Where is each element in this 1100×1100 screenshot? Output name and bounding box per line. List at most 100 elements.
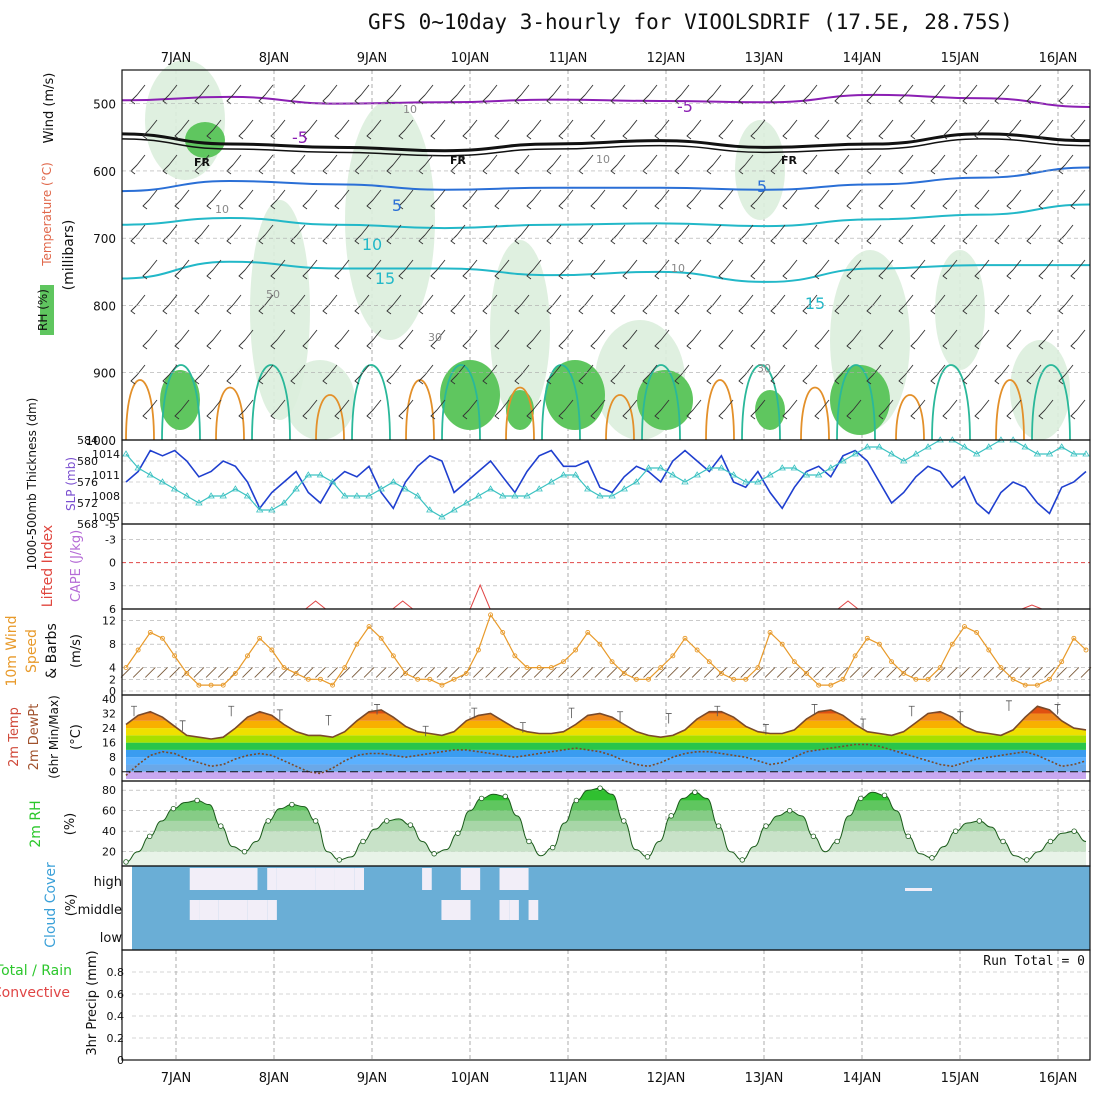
wind-barb (144, 667, 156, 678)
x-date-label-bottom: 16JAN (1039, 1071, 1078, 1086)
slp-marker (158, 478, 167, 485)
slp-marker (353, 492, 361, 499)
wind-barb (205, 667, 217, 678)
wind-barb (238, 399, 254, 420)
ylabel-millibars: (millibars) (61, 220, 77, 291)
cloud-mid-block (441, 900, 471, 920)
y-tick-label: 4 (109, 662, 116, 675)
wind-barb (482, 84, 498, 105)
minmax-bar (325, 714, 332, 726)
wind10m-marker (500, 629, 506, 635)
wind-barb (194, 294, 210, 315)
wind10m-marker (269, 647, 275, 653)
cape-spike (392, 600, 414, 610)
y-tick-label: 0.2 (107, 1032, 125, 1045)
contour-label: FR (194, 156, 211, 169)
contour-label: 10 (362, 235, 382, 254)
wind-barb (142, 189, 158, 210)
y-tick-label: 600 (93, 165, 116, 179)
chart-title: GFS 0~10day 3-hourly for VIOOLSDRIF (17.… (368, 10, 1013, 34)
wind-barb (770, 154, 786, 175)
slp-marker (511, 492, 519, 499)
cloud-mid-block (199, 900, 219, 920)
minmax-bar (1005, 700, 1012, 711)
wind-barb (462, 119, 478, 140)
wind-barb (962, 224, 978, 245)
contour-label: 15 (805, 294, 825, 313)
temperature-band (126, 757, 1086, 765)
temperature-contour (125, 379, 155, 441)
wind10m-marker (257, 635, 263, 641)
wind-barb (642, 294, 658, 315)
x-date-label-top: 13JAN (745, 51, 784, 66)
slp-marker (438, 513, 446, 520)
slp-marker (608, 492, 616, 499)
wind-barb (386, 294, 402, 315)
rh-marker (644, 854, 651, 860)
wind-barb (750, 399, 766, 420)
wind-barb (206, 399, 222, 420)
wind-barb (974, 399, 990, 420)
x-date-label-bottom: 7JAN (161, 1071, 192, 1086)
wind-barb (974, 119, 990, 140)
cloud-high-block (905, 888, 932, 891)
wind-barb (533, 667, 545, 678)
wind-barb (590, 399, 606, 420)
slp-marker (559, 471, 568, 478)
wind-barb (386, 224, 402, 245)
wind10m-marker (488, 612, 494, 618)
ylabel-rh-unit: (%) (63, 813, 78, 836)
rh-marker (573, 797, 580, 804)
temperature-band (126, 742, 1086, 750)
y-tick-label: 1000 (85, 434, 116, 448)
ylabel-rh: RH (%) (36, 289, 50, 331)
wind10m-marker (172, 653, 178, 659)
cloud-high-block (189, 868, 258, 890)
wind10m-marker (767, 629, 773, 635)
minmax-bar (276, 709, 283, 720)
ylabel-precip: 3hr Precip (mm) (85, 950, 100, 1055)
wind10m-marker (573, 647, 579, 653)
slp-marker (620, 485, 628, 492)
wind-barb (910, 189, 926, 210)
rh-marker (621, 818, 627, 824)
slp-marker (778, 464, 786, 471)
temperature-contour (605, 394, 635, 441)
wind-barb (846, 329, 862, 350)
contour-label: -5 (677, 97, 693, 116)
wind-barb (398, 189, 414, 210)
slp-marker (1070, 450, 1078, 457)
wind-barb (157, 667, 168, 678)
rh-marker (881, 792, 888, 799)
wind-barb (462, 189, 478, 210)
wind-barb (674, 84, 690, 105)
rh-marker (147, 833, 153, 840)
wind-barb (238, 259, 254, 280)
rh-marker (1047, 838, 1054, 845)
minmax-bar (811, 704, 818, 715)
wind-barb (334, 399, 350, 420)
ylabel-minmax: (6hr Min/Max) (47, 695, 61, 779)
wind10m-marker (949, 641, 955, 647)
wind-barb (418, 294, 434, 315)
rh-marker (952, 828, 959, 834)
slp-marker (535, 485, 543, 492)
y-tick-label: 0.6 (107, 988, 125, 1001)
rh-marker (407, 822, 414, 828)
wind-barb (922, 667, 934, 678)
wind-barb (814, 329, 830, 350)
wind-barb (169, 667, 180, 678)
wind10m-marker (718, 670, 724, 676)
wind10m-marker (731, 676, 737, 682)
wind-barb (802, 84, 818, 105)
wind-barb (782, 329, 798, 350)
slp-marker (207, 492, 215, 499)
y-tick-label: 1005 (92, 511, 120, 524)
wind10m-marker (366, 624, 372, 630)
wind-barb (738, 224, 754, 245)
wind-barb (193, 667, 205, 678)
contour-label: 10 (215, 203, 229, 216)
wind-barb (354, 364, 370, 385)
wind-barb (334, 259, 350, 280)
